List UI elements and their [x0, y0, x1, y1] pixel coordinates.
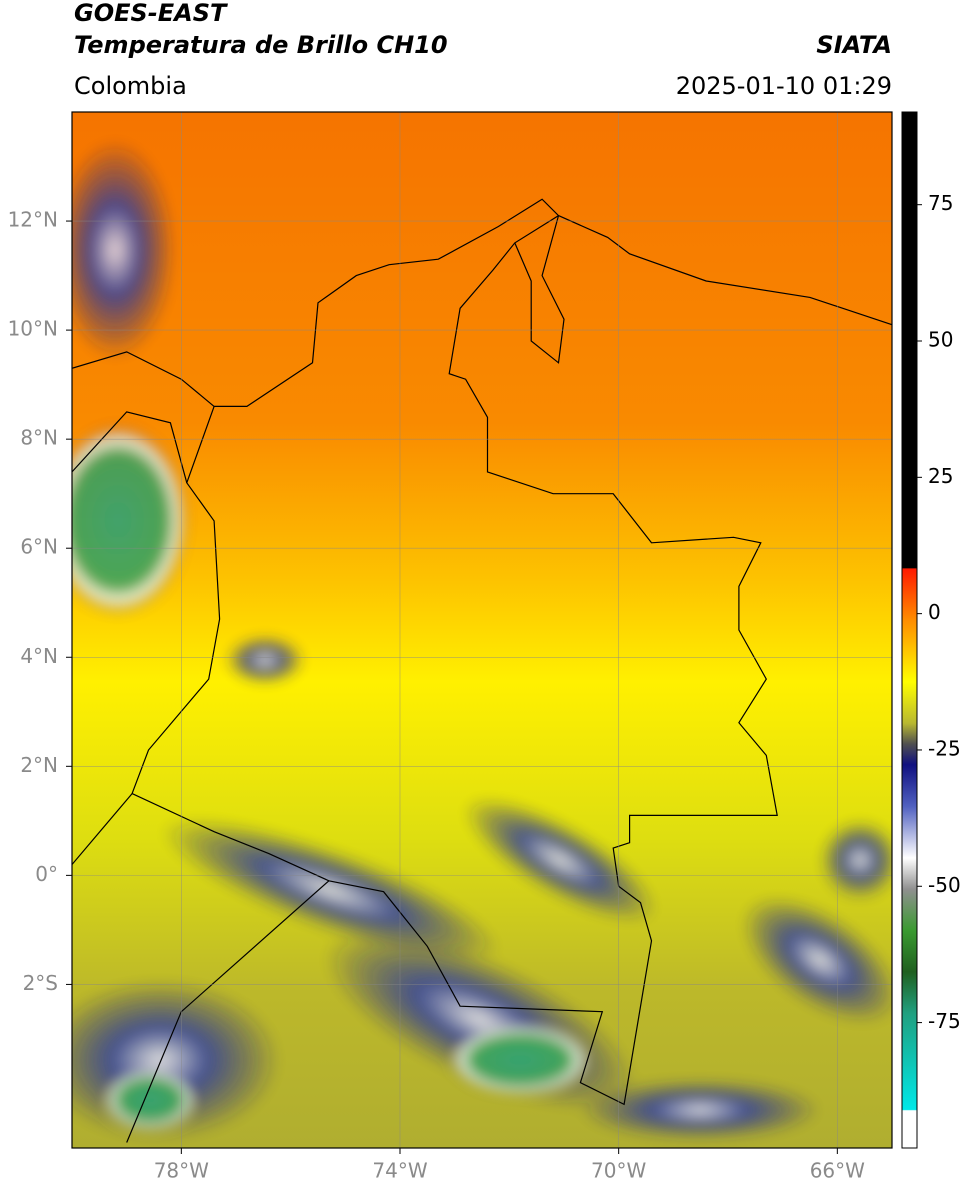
y-tick-label: 10°N	[8, 317, 58, 341]
x-tick-label: 66°W	[810, 1159, 865, 1183]
colorbar-tick-label: 25	[928, 464, 953, 488]
region: Colombia	[74, 72, 187, 100]
title: GOES-EAST	[74, 0, 228, 27]
colorbar-tick-label: 0	[928, 600, 941, 624]
border-line	[72, 411, 188, 483]
colorbar-tick-label: 75	[928, 191, 953, 215]
y-tick-label: 0°	[35, 862, 58, 886]
satellite-image	[72, 112, 892, 1148]
borders	[72, 198, 892, 1143]
colorbar-tick-label: -50	[928, 873, 961, 897]
subtitle: Temperatura de Brillo CH10	[74, 31, 448, 59]
grid	[72, 112, 892, 1148]
map-frame	[71, 111, 893, 1149]
y-tick-label: 12°N	[8, 208, 58, 232]
y-tick-label: 2°N	[20, 753, 58, 777]
border-line	[72, 793, 133, 865]
colorbar-tick-label: -75	[928, 1009, 961, 1033]
x-tick-label: 70°W	[591, 1159, 646, 1183]
border-line	[514, 215, 565, 364]
colorbar-tick-label: -25	[928, 736, 961, 760]
y-tick-label: 8°N	[20, 426, 58, 450]
y-tick-label: 4°N	[20, 644, 58, 668]
border-line	[131, 198, 778, 1106]
colorbar	[901, 111, 918, 1149]
y-tick-label: 2°S	[23, 971, 58, 995]
x-tick-label: 74°W	[372, 1159, 427, 1183]
source: SIATA	[816, 31, 892, 59]
border-line	[72, 351, 215, 407]
colorbar-tick-label: 50	[928, 328, 953, 352]
border-line	[558, 215, 892, 326]
y-tick-label: 6°N	[20, 535, 58, 559]
x-tick-label: 78°W	[154, 1159, 209, 1183]
datetime: 2025-01-10 01:29	[676, 72, 892, 100]
